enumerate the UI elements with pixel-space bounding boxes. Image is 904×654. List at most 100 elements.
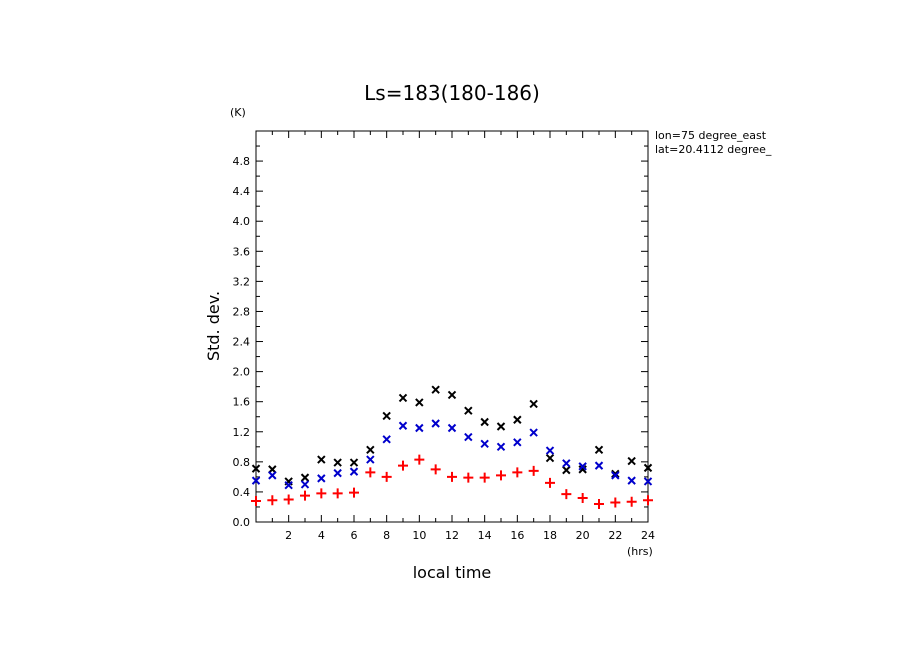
y-axis: 0.0 0.4 0.8 1.2 1.6 2.0 2.4 2.8 3.2 3.6 4.0 4.4 4.8: [233, 145, 648, 529]
data-point: [528, 465, 539, 476]
x-tick-label: 10: [412, 529, 426, 542]
data-point: [366, 455, 375, 464]
chart-title: Ls=183(180-186): [364, 81, 540, 105]
data-point: [317, 474, 326, 483]
x-axis: 2 4 6 8 10 12 14 16 18 20 22 24: [271, 131, 655, 542]
data-point: [382, 435, 391, 444]
data-point: [480, 439, 489, 449]
data-point: [626, 496, 637, 507]
data-point: [545, 446, 555, 455]
data-point: [529, 399, 538, 409]
data-point: [415, 398, 424, 407]
y-tick-label: 1.2: [233, 426, 251, 439]
y-tick-label: 4.8: [233, 155, 251, 168]
data-point: [513, 438, 522, 447]
data-point: [349, 458, 359, 467]
y-tick-label: 3.2: [233, 275, 251, 288]
data-point: [431, 385, 440, 394]
data-point: [300, 473, 310, 482]
data-point: [611, 471, 620, 480]
data-point: [430, 464, 441, 475]
x-tick-label: 24: [641, 529, 655, 542]
data-point: [479, 472, 490, 483]
data-point: [251, 495, 261, 506]
x-axis-label: local time: [413, 563, 492, 582]
data-point: [349, 467, 359, 476]
x-tick-label: 8: [383, 529, 390, 542]
data-point: [284, 480, 293, 490]
data-point: [398, 393, 408, 403]
data-point: [316, 488, 327, 499]
data-point: [251, 476, 261, 485]
data-point: [627, 456, 636, 466]
data-point: [496, 442, 506, 452]
y-axis-label: Std. dev.: [204, 291, 223, 361]
data-point: [627, 476, 636, 485]
data-point: [398, 460, 408, 471]
data-point: [512, 467, 523, 478]
data-point: [349, 487, 359, 498]
data-point: [447, 390, 457, 400]
data-point: [317, 455, 326, 464]
data-point: [513, 415, 522, 424]
data-point: [562, 459, 571, 468]
x-tick-label: 4: [318, 529, 325, 542]
data-point: [382, 411, 391, 421]
data-point: [414, 454, 425, 465]
annotation-lat: lat=20.4112 degree_: [655, 143, 772, 156]
y-tick-label: 2.0: [233, 366, 251, 379]
data-point: [529, 428, 538, 437]
x-unit-label: (hrs): [627, 545, 653, 558]
x-tick-label: 12: [445, 529, 459, 542]
data-point: [381, 471, 392, 482]
data-point: [594, 498, 604, 509]
y-tick-label: 0.0: [233, 516, 251, 529]
data-point: [578, 462, 587, 471]
y-tick-label: 0.8: [233, 456, 251, 469]
data-point: [431, 419, 440, 428]
data-point: [464, 406, 473, 415]
data-point: [578, 465, 587, 474]
y-tick-label: 3.6: [233, 245, 251, 258]
data-point: [577, 492, 588, 503]
data-point: [545, 453, 555, 463]
data-point: [610, 497, 621, 508]
x-tick-label: 20: [576, 529, 590, 542]
y-tick-label: 4.0: [233, 215, 251, 228]
data-point: [643, 495, 653, 506]
x-tick-label: 16: [510, 529, 524, 542]
data-point: [496, 422, 506, 431]
y-tick-label: 0.4: [233, 486, 251, 499]
data-point: [300, 480, 310, 489]
data-point: [333, 468, 342, 478]
data-point: [643, 477, 653, 486]
x-tick-label: 6: [351, 529, 358, 542]
data-point: [496, 470, 506, 481]
y-tick-label: 2.4: [233, 336, 251, 349]
x-tick-label: 14: [478, 529, 492, 542]
data-point: [463, 472, 474, 483]
annotation-lon: lon=75 degree_east: [655, 129, 767, 142]
y-unit-label: (K): [230, 106, 246, 119]
series-2: [251, 454, 653, 509]
series-0: [251, 385, 653, 486]
y-tick-label: 4.4: [233, 185, 251, 198]
data-point: [267, 495, 278, 506]
data-point: [545, 477, 555, 488]
data-point: [300, 490, 310, 501]
data-point: [415, 423, 424, 433]
data-point: [447, 471, 457, 482]
data-point: [562, 465, 571, 475]
data-point: [464, 432, 473, 442]
data-point: [251, 464, 261, 473]
data-point: [283, 494, 294, 505]
x-tick-label: 22: [608, 529, 622, 542]
data-point: [480, 417, 489, 427]
data-point: [365, 467, 376, 478]
data-point: [561, 489, 572, 500]
y-tick-label: 1.6: [233, 396, 251, 409]
y-tick-label: 2.8: [233, 305, 251, 318]
x-tick-label: 18: [543, 529, 557, 542]
data-point: [594, 445, 604, 455]
